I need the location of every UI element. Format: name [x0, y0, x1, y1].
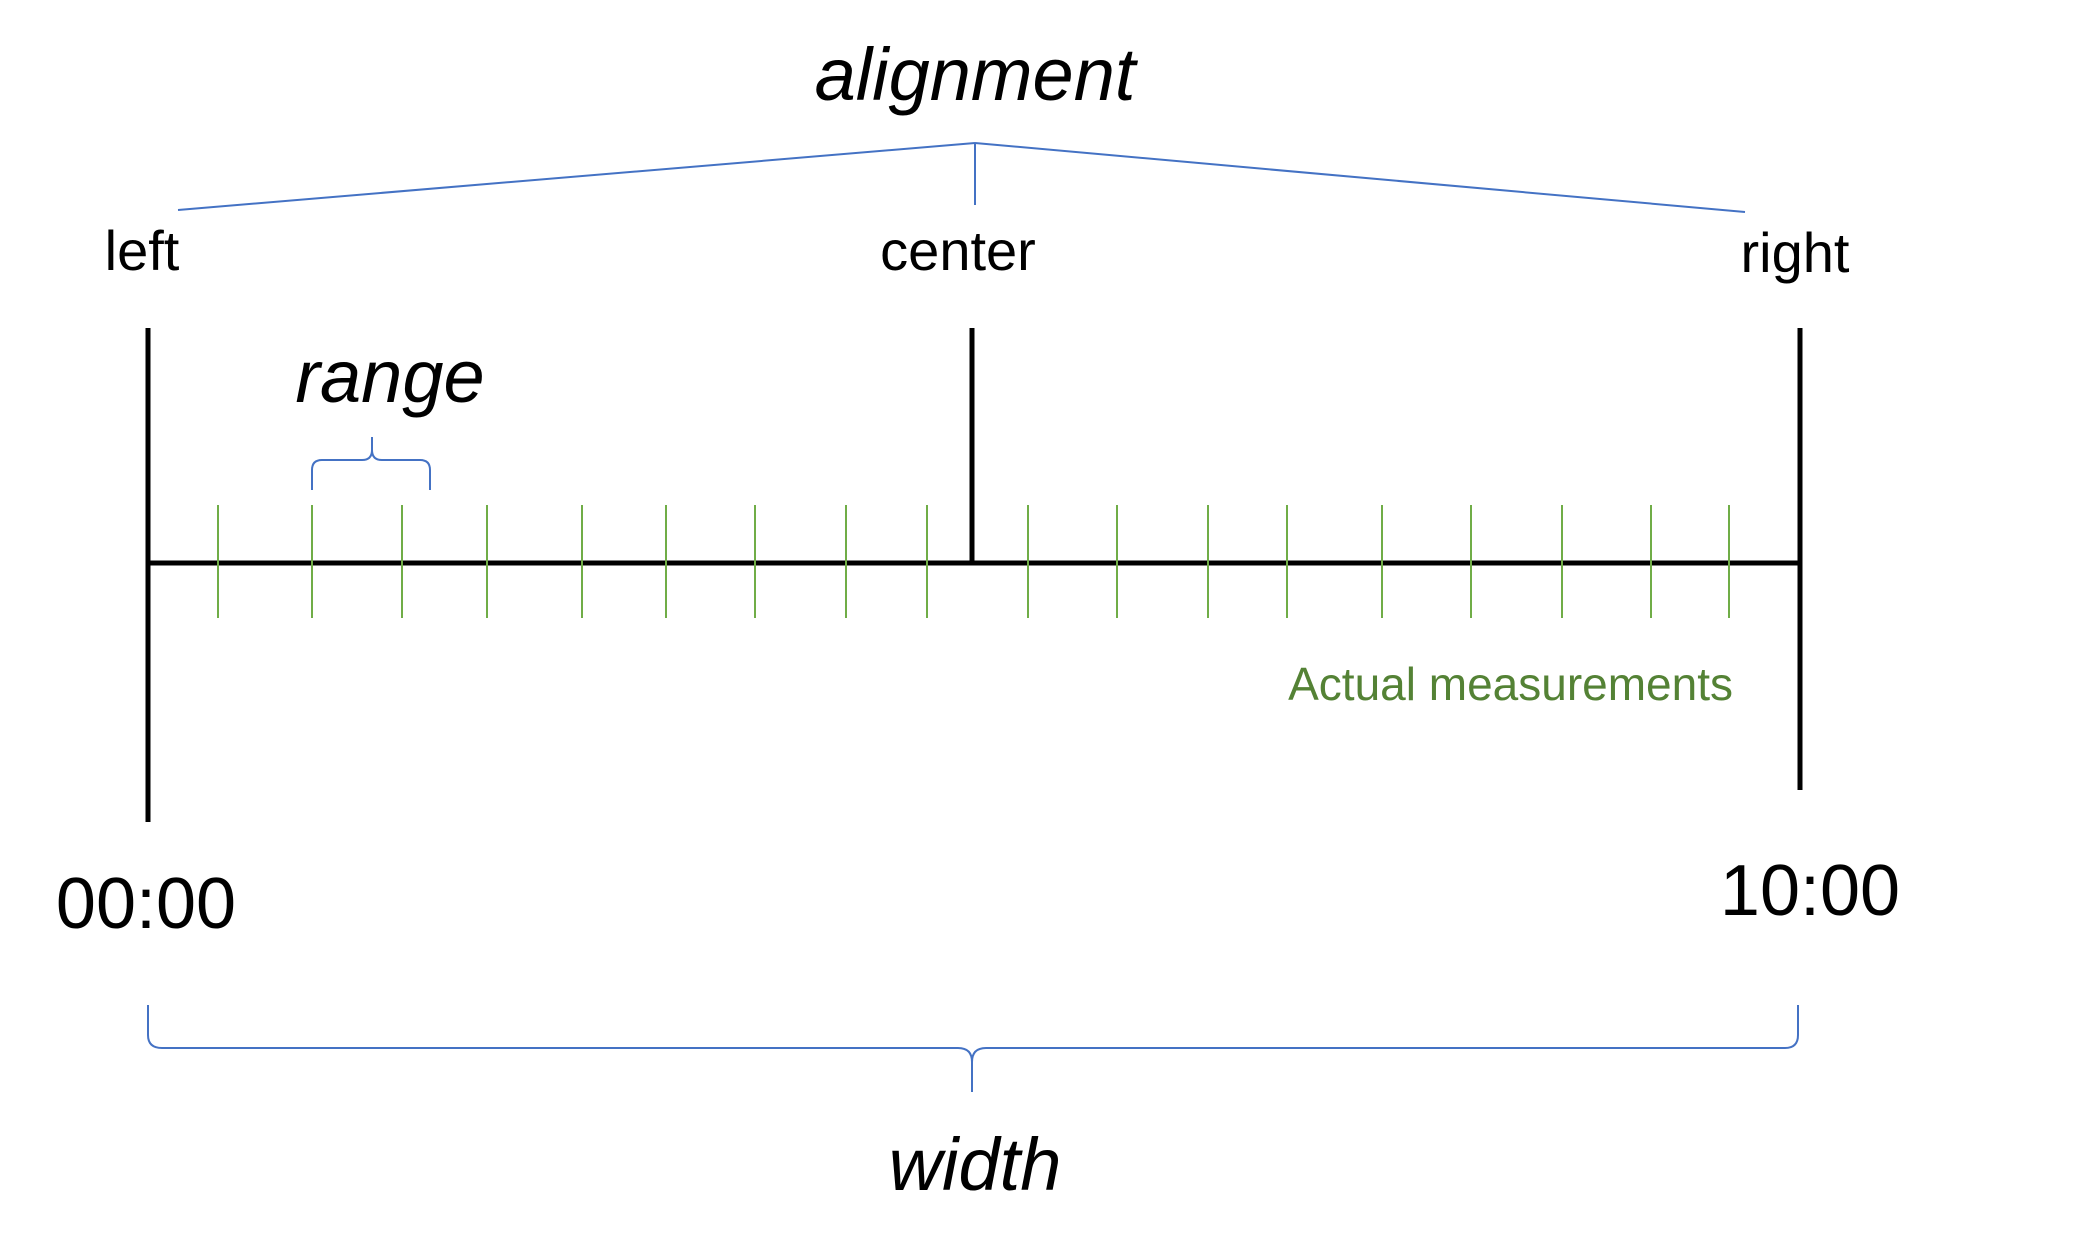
measurements-label: Actual measurements [1288, 658, 1733, 710]
alignment-line-right [974, 142, 1746, 213]
measurement-ticks [217, 505, 1730, 618]
end-time-label: 10:00 [1720, 851, 1900, 931]
alignment-label: alignment [815, 33, 1139, 116]
center-label: center [880, 219, 1036, 282]
range-brace [311, 437, 431, 490]
alignment-connector [177, 142, 1746, 213]
alignment-line-left [177, 142, 976, 211]
left-label: left [105, 219, 180, 282]
start-time-label: 00:00 [56, 864, 236, 944]
width-brace [147, 1005, 1799, 1092]
right-label: right [1741, 221, 1850, 284]
width-label: width [889, 1123, 1062, 1206]
range-label: range [295, 335, 484, 418]
